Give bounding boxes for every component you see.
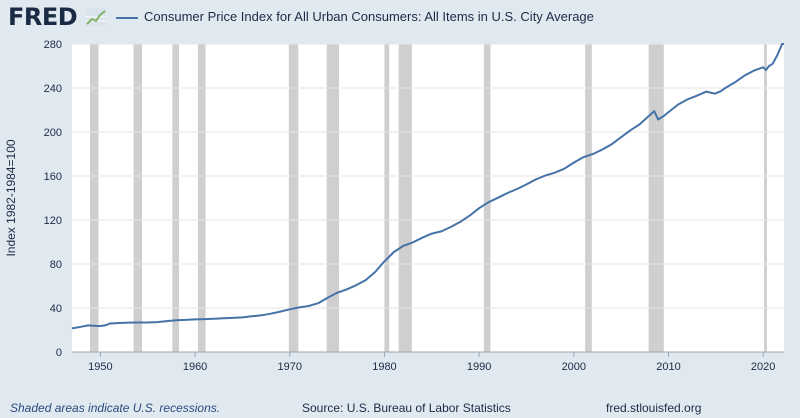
recession-band-3 <box>197 44 206 352</box>
recession-band-7 <box>398 44 412 352</box>
recession-band-4 <box>288 44 299 352</box>
header: FRED Consumer Price Index for All Urban … <box>0 0 800 36</box>
recession-band-10 <box>648 44 664 352</box>
recession-band-2 <box>172 44 179 352</box>
y-tick-label-120: 120 <box>44 215 62 227</box>
y-tick-labels: 0 40 80 120 160 200 240 280 <box>44 39 62 359</box>
y-tick-label-280: 280 <box>44 39 62 51</box>
y-tick-label-40: 40 <box>50 303 62 315</box>
site-link[interactable]: fred.stlouisfed.org <box>606 401 702 415</box>
legend-swatch <box>116 17 138 19</box>
x-tick-labels: 1950 1960 1970 1980 1990 2000 2010 2020 <box>88 352 775 373</box>
recession-shading <box>89 44 767 352</box>
x-tick-label-1990: 1990 <box>467 361 491 373</box>
series-lines <box>71 43 784 330</box>
x-tick-label-1980: 1980 <box>372 361 396 373</box>
trend-line-icon <box>86 8 106 26</box>
y-tick-label-200: 200 <box>44 127 62 139</box>
y-tick-label-80: 80 <box>50 259 62 271</box>
y-tick-label-0: 0 <box>56 347 62 359</box>
recession-band-9 <box>585 44 592 352</box>
footer: Shaded areas indicate U.S. recessions. S… <box>0 396 800 418</box>
plot-background <box>72 44 784 352</box>
x-tick-label-1960: 1960 <box>183 361 207 373</box>
y-tick-label-160: 160 <box>44 171 62 183</box>
recession-band-8 <box>483 44 491 352</box>
grid-lines <box>72 43 784 353</box>
x-tick-label-2000: 2000 <box>562 361 586 373</box>
recession-band-5 <box>326 44 339 352</box>
x-tick-label-1950: 1950 <box>88 361 112 373</box>
recession-band-6 <box>384 44 390 352</box>
recession-band-0 <box>89 44 99 352</box>
plot-area <box>72 44 784 352</box>
legend-label: Consumer Price Index for All Urban Consu… <box>144 9 594 24</box>
recession-band-11 <box>764 44 767 352</box>
y-tick-label-240: 240 <box>44 83 62 95</box>
y-axis-label: Index 1982-1984=100 <box>4 139 18 256</box>
recession-band-1 <box>133 44 143 352</box>
x-tick-label-2010: 2010 <box>656 361 680 373</box>
source-credit: Source: U.S. Bureau of Labor Statistics <box>302 401 511 415</box>
series-line-cpi <box>71 43 784 330</box>
fred-logo[interactable]: FRED <box>8 3 78 31</box>
x-tick-label-2020: 2020 <box>751 361 775 373</box>
recession-note: Shaded areas indicate U.S. recessions. <box>10 401 221 415</box>
x-tick-label-1970: 1970 <box>278 361 302 373</box>
